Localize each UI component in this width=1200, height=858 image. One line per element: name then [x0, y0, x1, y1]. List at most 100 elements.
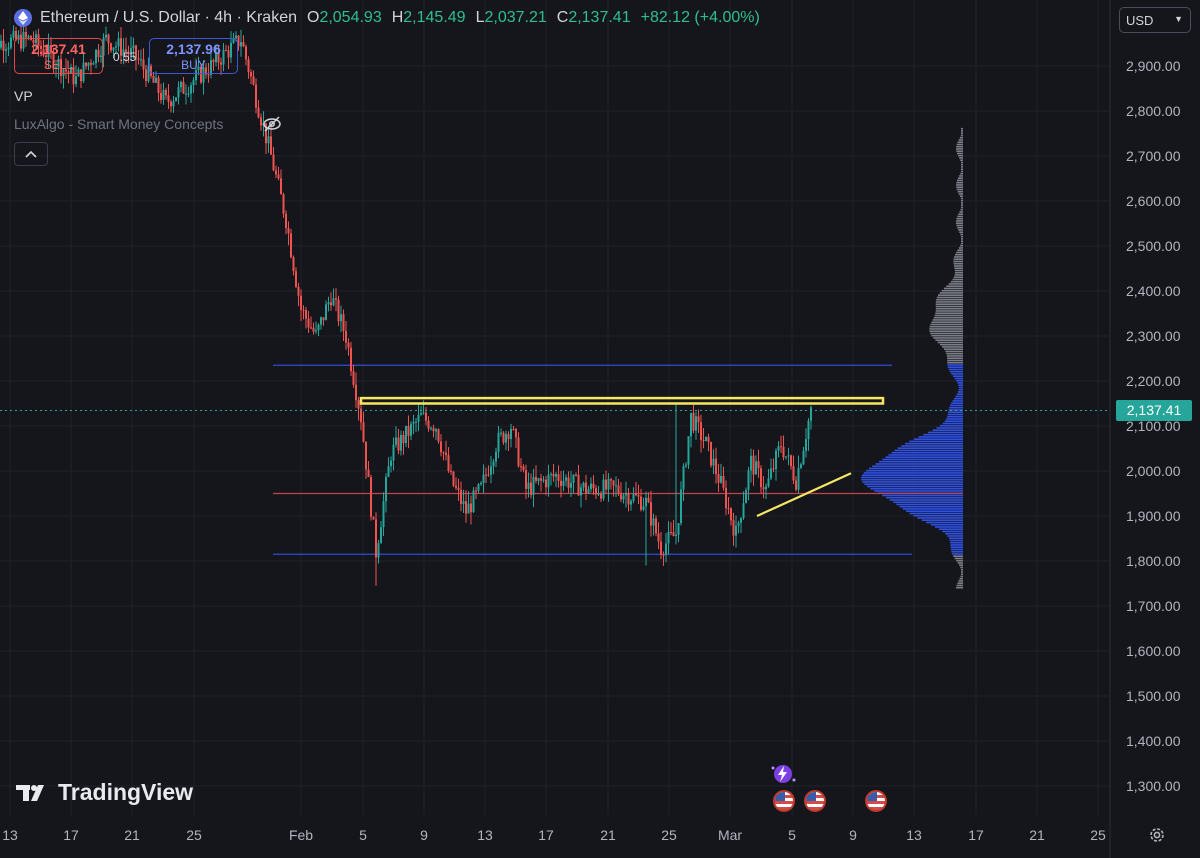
candle-body — [465, 501, 467, 514]
candle-body — [12, 30, 15, 38]
candle-body — [625, 493, 627, 496]
vp-bar — [953, 258, 963, 260]
time-tick-label: 9 — [420, 827, 428, 843]
vp-bar — [956, 188, 963, 191]
collapse-indicators-button[interactable] — [14, 142, 48, 166]
symbol-title[interactable]: Ethereum / U.S. Dollar · 4h · Kraken — [40, 9, 297, 26]
candle-body — [787, 455, 790, 457]
candle-body — [590, 483, 592, 490]
candle-body — [512, 428, 515, 430]
candle-body — [667, 531, 670, 544]
spark-icon[interactable] — [768, 763, 798, 785]
candle-body — [805, 439, 807, 451]
candle-body — [635, 493, 637, 496]
gear-icon[interactable] — [1147, 825, 1167, 845]
us-flag-event-icon[interactable] — [804, 790, 826, 812]
candle-body — [10, 37, 12, 48]
candle-body — [37, 34, 40, 46]
candle-body — [250, 72, 252, 77]
vp-bar — [957, 391, 963, 393]
eye-off-icon[interactable] — [262, 114, 282, 134]
vp-bar — [953, 555, 963, 557]
candle-body — [297, 286, 300, 296]
candle-body — [292, 257, 295, 272]
sell-button[interactable]: 2,137.41 SELL — [14, 38, 103, 74]
candle-body — [580, 487, 582, 496]
candle-body — [140, 59, 142, 61]
close-label: C — [556, 9, 569, 26]
indicator-vp[interactable]: VP — [14, 88, 33, 104]
candle-body — [782, 446, 785, 458]
vp-bar — [956, 145, 963, 148]
candle-body — [612, 480, 615, 486]
candle-body — [557, 474, 560, 481]
candle-body — [670, 531, 672, 533]
candle-body — [210, 60, 212, 75]
candle-body — [715, 458, 717, 475]
candle-body — [172, 101, 175, 107]
candle-body — [295, 271, 297, 287]
candle-body — [442, 452, 445, 454]
candle-body — [770, 468, 772, 479]
vp-bar — [954, 256, 963, 258]
candle-body — [552, 473, 555, 477]
candle-body — [607, 479, 610, 490]
price-tick-label: 2,500.00 — [1126, 238, 1181, 254]
candle-body — [75, 76, 77, 85]
candle-body — [725, 487, 727, 509]
candle-body — [800, 464, 802, 468]
candle-body — [2, 40, 5, 51]
currency-select[interactable]: USD ▼ — [1119, 7, 1191, 33]
time-tick-label: 13 — [2, 827, 18, 843]
resistance-zone — [359, 396, 885, 405]
candle-body — [95, 49, 97, 64]
open-value: 2,054.93 — [319, 9, 382, 26]
vp-bar — [891, 451, 963, 454]
candle-body — [420, 413, 422, 415]
candle-body — [275, 170, 277, 175]
candle-body — [322, 317, 325, 321]
vp-bar — [956, 251, 963, 254]
candle-body — [152, 75, 155, 83]
candle-body — [137, 58, 140, 60]
spread-value: 0.55 — [113, 50, 137, 64]
vp-bar — [946, 418, 963, 420]
vp-bar — [961, 235, 963, 238]
candle-body — [695, 416, 697, 431]
candle-body — [740, 517, 742, 523]
candle-body — [347, 342, 350, 348]
vp-bar — [935, 301, 963, 303]
candle-body — [582, 482, 585, 488]
candle-body — [390, 460, 392, 467]
vp-bar — [960, 244, 963, 247]
candle-body — [182, 81, 185, 94]
candle-body — [57, 58, 60, 68]
vp-bar — [948, 411, 963, 413]
vp-bar — [953, 397, 963, 400]
buy-button[interactable]: 2,137.96 BUY — [149, 38, 238, 74]
candle-body — [247, 59, 250, 73]
candle-body — [387, 466, 390, 477]
us-flag-event-icon[interactable] — [865, 790, 887, 812]
vp-bar — [958, 388, 963, 391]
candle-body — [470, 503, 472, 513]
candle-body — [437, 429, 440, 442]
vp-bar — [956, 184, 963, 186]
time-tick-label: 25 — [661, 827, 677, 843]
time-tick-label: 25 — [186, 827, 202, 843]
vp-bar — [954, 253, 963, 256]
us-flag-event-icon[interactable] — [773, 790, 795, 812]
indicator-smc[interactable]: LuxAlgo - Smart Money Concepts — [14, 116, 224, 132]
candle-body — [342, 314, 345, 331]
candle-body — [527, 482, 530, 489]
candle-body — [555, 474, 557, 477]
candle-body — [170, 101, 172, 107]
candle-body — [7, 47, 10, 50]
vp-bar — [961, 166, 963, 168]
candle-body — [65, 69, 67, 72]
time-tick-label: Mar — [717, 827, 743, 843]
vp-bar — [954, 267, 963, 269]
time-tick-label: 5 — [359, 827, 367, 843]
vp-bar — [941, 289, 963, 292]
